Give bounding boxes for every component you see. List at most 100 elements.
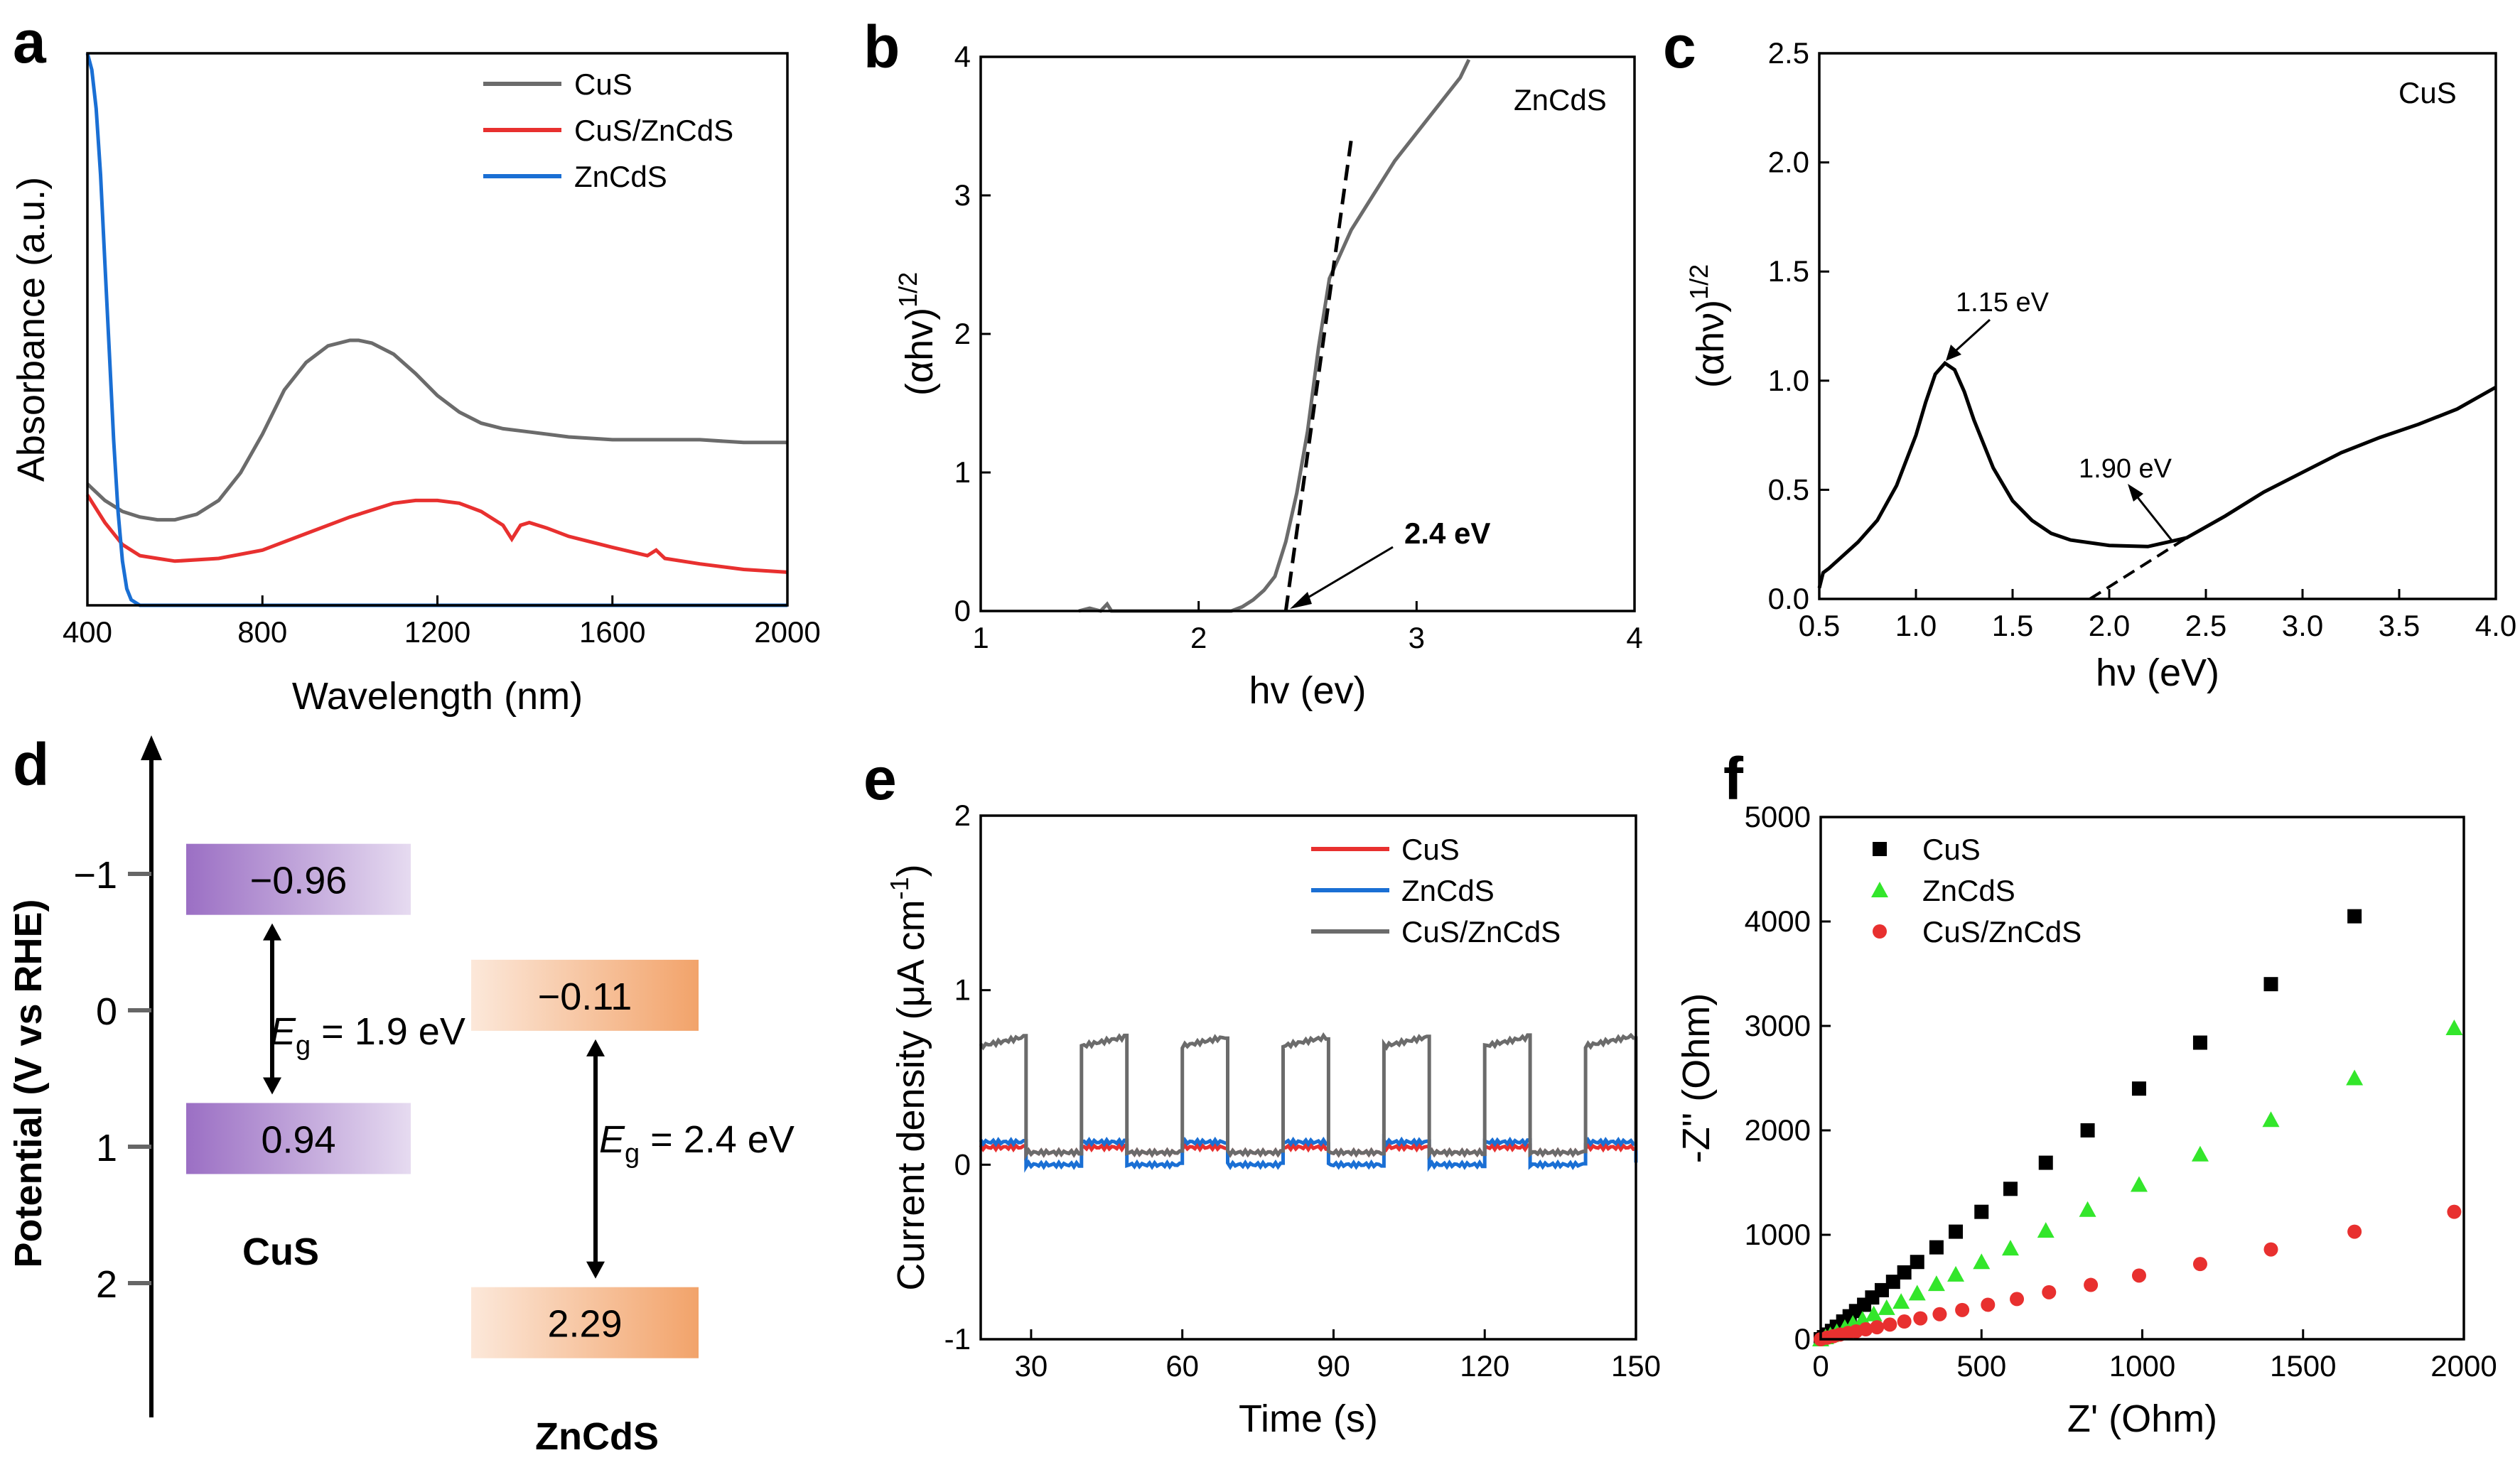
cb-value-cus: −0.96 [250,860,348,902]
d-ytick-label: 1 [96,1127,117,1169]
data-point-zncds [2445,1019,2463,1035]
data-point-cus [1874,1282,1889,1297]
material-name-zncds: ZnCdS [535,1415,659,1458]
panel-f-xtick-label: 500 [1956,1349,2006,1383]
data-point-cus-zncds [2192,1257,2207,1272]
arrowhead-down [586,1261,605,1279]
legend-label: ZnCdS [574,160,667,193]
panel-a-xtick-label: 400 [63,615,112,649]
series-line-cus-zncds [85,494,788,574]
data-point-zncds [1908,1285,1926,1301]
panel-c-ytick-label: 2.5 [1768,36,1809,70]
annotation-arrowhead [1946,345,1961,361]
panel-e-ylabel: Current density (μA cm-1) [885,864,932,1290]
d-ytick-label: 2 [96,1263,117,1306]
annotation-arrow [2131,490,2175,543]
data-point-zncds [1878,1299,1895,1315]
panel-a-ylabel: Absorbance (a.u.) [10,177,53,482]
bandgap-annotation: 2.4 eV [1404,517,1490,550]
panel-f-xlabel: Z' (Ohm) [2067,1398,2217,1440]
data-point-cus-zncds [2263,1242,2278,1257]
legend-label: CuS/ZnCdS [574,114,733,147]
data-point-cus-zncds [1870,1320,1885,1335]
panel-b-ytick-label: 1 [954,455,971,489]
data-point-cus-zncds [1932,1307,1947,1321]
data-point-cus [1929,1240,1944,1255]
legend-label: CuS/ZnCdS [1922,915,2082,948]
arrowhead-up [586,1039,605,1056]
legend-label: ZnCdS [1922,874,2015,907]
data-point-zncds [2130,1176,2148,1192]
data-point-zncds [2037,1222,2055,1238]
series-line-cus [1817,360,2497,589]
data-point-zncds [2262,1111,2280,1128]
panel-e-frame [979,814,1637,1341]
material-name-cus: CuS [242,1231,319,1273]
data-point-zncds [2346,1069,2364,1086]
legend-label: ZnCdS [1401,874,1495,907]
data-point-cus [1949,1224,1964,1239]
series-label: ZnCdS [1514,83,1607,117]
panel-c-xtick-label: 3.5 [2379,609,2420,642]
panel-b-ytick-label: 2 [954,317,971,350]
tangent-line [1283,139,1353,612]
data-point-cus [2003,1182,2018,1196]
panel-e-xtick-label: 90 [1317,1349,1350,1383]
panel-c-ylabel: (αhν)1/2 [1684,264,1732,388]
data-point-cus-zncds [1858,1322,1873,1337]
panel-f-ytick-label: 0 [1794,1322,1811,1356]
panel-e-xtick-label: 120 [1460,1349,1509,1383]
series-label: CuS [2398,76,2457,109]
data-point-cus [2080,1123,2095,1137]
panel-d-ylabel: Potential (V vs RHE) [7,899,50,1267]
panel-a-xlabel: Wavelength (nm) [292,675,583,718]
panel-c-ytick-label: 2.0 [1768,146,1809,179]
data-point-zncds [2079,1201,2096,1217]
legend-label: CuS [1401,833,1460,866]
data-point-cus-zncds [2084,1277,2099,1292]
annotation-arrowhead [1290,592,1312,609]
cb-box-cus [186,843,411,915]
legend-label: CuS [1922,833,1981,866]
panel-c-xtick-label: 4.0 [2475,609,2516,642]
panel-b-ytick-label: 3 [954,178,971,212]
panel-b-xtick-label: 1 [972,621,989,654]
panel-b-ylabel: (αhv)1/2 [893,272,941,396]
panel-c-xtick-label: 2.0 [2089,609,2130,642]
legend-marker [1873,842,1887,856]
axis-arrowhead [141,735,162,760]
panel-a-xtick-label: 1200 [404,615,470,649]
legend-marker [1873,924,1887,939]
panel-c-xtick-label: 2.5 [2185,609,2226,642]
panel-e-ytick-label: 1 [954,973,971,1007]
cb-value-zncds: −0.11 [538,975,632,1018]
panel-a-xtick-label: 1600 [579,615,645,649]
panel-c-ytick-label: 0.0 [1768,582,1809,615]
panel-label-a: a [13,9,47,75]
panel-b-frame [979,55,1636,612]
panel-c-frame [1818,52,2497,600]
data-point-zncds [2191,1145,2209,1162]
data-point-cus [2131,1081,2146,1096]
d-ytick-label: 0 [96,990,117,1033]
panel-b-xtick-label: 2 [1190,621,1207,654]
panel-b-ytick-label: 0 [954,594,971,627]
panel-b-ytick-label: 4 [954,40,971,73]
cb-box-zncds [471,959,699,1031]
data-point-zncds [1973,1253,1991,1270]
panel-c-ytick-label: 0.5 [1768,472,1809,506]
bandgap-label: Eg = 1.9 eV [270,1010,465,1061]
legend-marker [1871,882,1888,897]
arrowhead-up [263,923,281,941]
panel-b-xtick-label: 4 [1626,621,1642,654]
panel-f-xtick-label: 1500 [2270,1349,2336,1383]
annotation-edge: 1.90 eV [2079,454,2172,484]
panel-e-ytick-label: -1 [944,1322,971,1356]
data-point-cus-zncds [2042,1285,2057,1299]
panel-f-xtick-label: 0 [1812,1349,1829,1383]
annotation-arrowhead [2128,484,2143,502]
annotation-arrow [1294,546,1394,607]
panel-label-b: b [863,13,900,80]
annotation-peak: 1.15 eV [1956,288,2050,318]
panel-f-ytick-label: 3000 [1745,1009,1811,1042]
